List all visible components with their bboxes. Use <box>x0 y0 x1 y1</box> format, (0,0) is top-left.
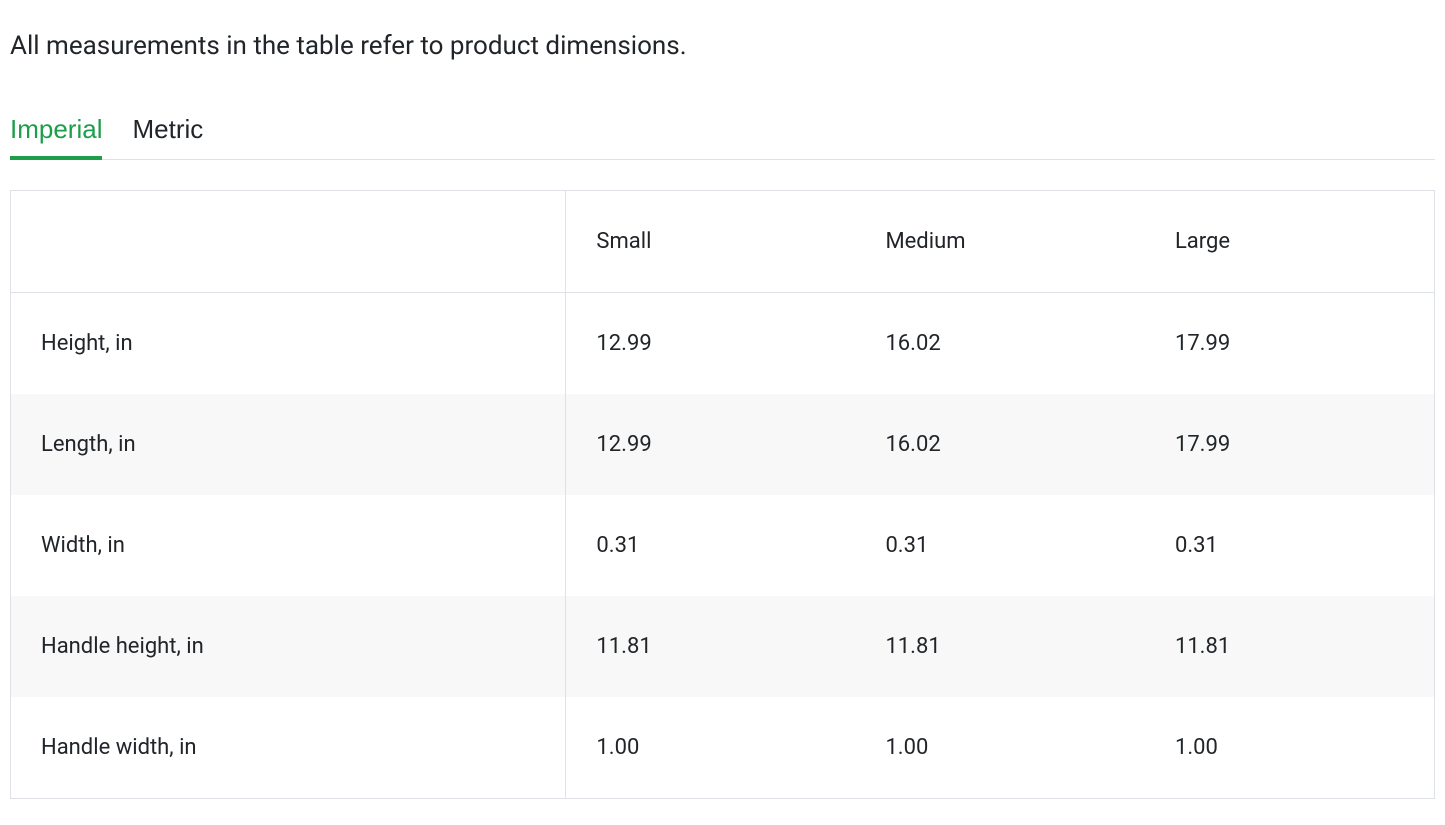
table-row: Length, in 12.99 16.02 17.99 <box>11 394 1435 495</box>
product-dimensions-section: All measurements in the table refer to p… <box>0 0 1445 799</box>
table-header-row: Small Medium Large <box>11 191 1435 293</box>
table-row: Width, in 0.31 0.31 0.31 <box>11 495 1435 596</box>
table-cell: 16.02 <box>855 394 1145 495</box>
table-row: Handle width, in 1.00 1.00 1.00 <box>11 697 1435 799</box>
table-cell: 11.81 <box>855 596 1145 697</box>
measurement-description: All measurements in the table refer to p… <box>10 28 1435 64</box>
column-header-blank <box>11 191 566 293</box>
table-cell: 0.31 <box>855 495 1145 596</box>
row-label: Width, in <box>11 495 566 596</box>
row-label: Handle height, in <box>11 596 566 697</box>
column-header-medium: Medium <box>855 191 1145 293</box>
table-cell: 11.81 <box>566 596 856 697</box>
column-header-large: Large <box>1145 191 1435 293</box>
tab-metric[interactable]: Metric <box>132 114 203 159</box>
unit-tabs: Imperial Metric <box>10 114 1435 160</box>
table-cell: 16.02 <box>855 293 1145 395</box>
table-cell: 12.99 <box>566 394 856 495</box>
column-header-small: Small <box>566 191 856 293</box>
table-cell: 12.99 <box>566 293 856 395</box>
dimensions-table: Small Medium Large Height, in 12.99 16.0… <box>10 190 1435 799</box>
table-cell: 17.99 <box>1145 293 1435 395</box>
table-cell: 0.31 <box>1145 495 1435 596</box>
row-label: Length, in <box>11 394 566 495</box>
table-cell: 1.00 <box>566 697 856 799</box>
row-label: Handle width, in <box>11 697 566 799</box>
table-cell: 1.00 <box>855 697 1145 799</box>
table-row: Height, in 12.99 16.02 17.99 <box>11 293 1435 395</box>
tab-imperial[interactable]: Imperial <box>10 114 102 159</box>
row-label: Height, in <box>11 293 566 395</box>
table-cell: 0.31 <box>566 495 856 596</box>
table-row: Handle height, in 11.81 11.81 11.81 <box>11 596 1435 697</box>
table-cell: 1.00 <box>1145 697 1435 799</box>
table-cell: 17.99 <box>1145 394 1435 495</box>
table-cell: 11.81 <box>1145 596 1435 697</box>
